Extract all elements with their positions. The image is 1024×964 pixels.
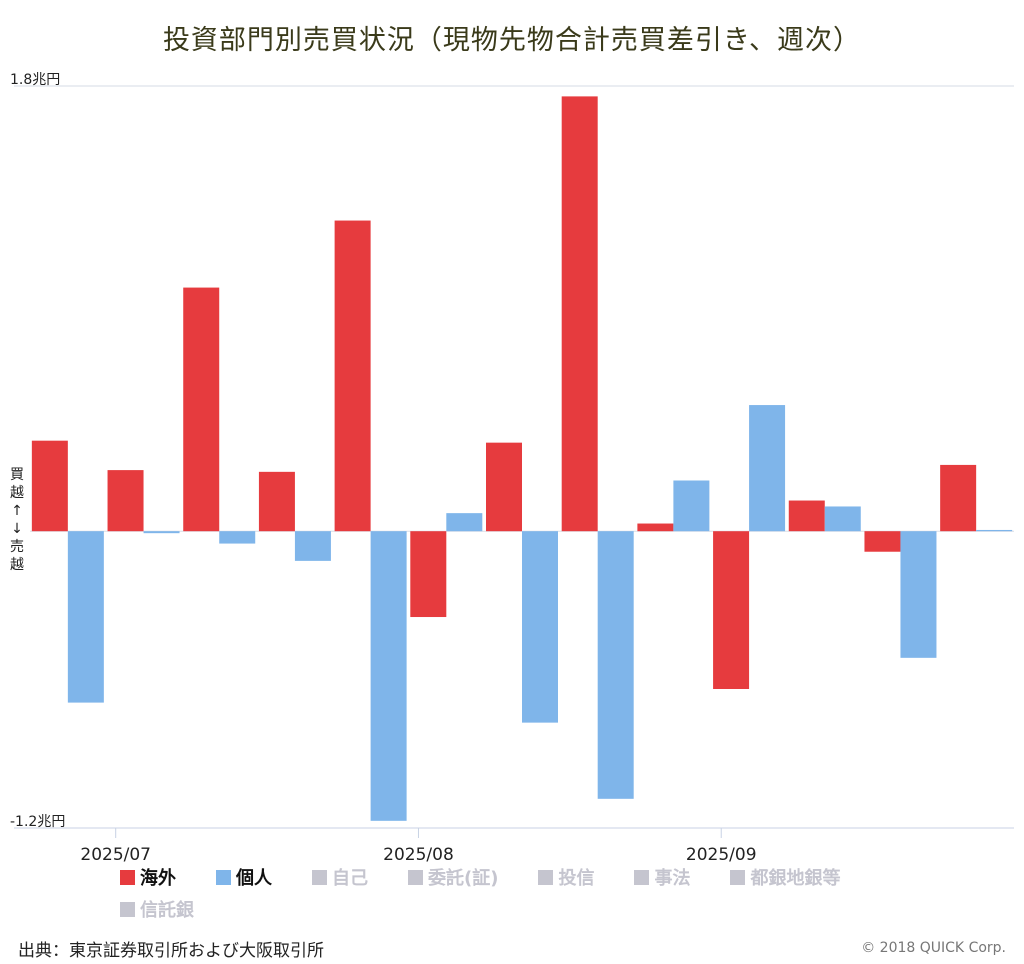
bar-overseas (410, 531, 447, 618)
y-axis-label: 買越 ↑ ↓ 売越 (6, 466, 28, 574)
legend: 海外 個人 自己 委託(証) 投信 事法 都銀地銀等信託銀 (120, 866, 980, 921)
x-tick-label: 2025/09 (686, 845, 757, 865)
legend-label: 自己 (332, 868, 368, 889)
y-tick-label: 1.8兆円 (10, 72, 60, 88)
legend-label: 投信 (558, 868, 595, 889)
bar-overseas (864, 531, 901, 552)
bar-individual (370, 531, 407, 821)
bar-overseas (486, 442, 522, 532)
legend-item[interactable]: 事法 (634, 866, 691, 889)
bar-individual (143, 531, 180, 534)
bar-individual (976, 529, 1013, 532)
y-axis-label-char: 買 (10, 467, 24, 483)
y-axis-label-char: 売 (10, 539, 24, 555)
legend-swatch (538, 869, 554, 885)
bar-individual (900, 531, 937, 658)
legend-item[interactable]: 信託銀 (120, 898, 194, 921)
legend-swatch (730, 869, 746, 885)
bar-individual (597, 531, 634, 799)
bar-individual (219, 531, 256, 544)
bar-individual (67, 531, 104, 703)
legend-label: 信託銀 (140, 900, 194, 921)
bar-individual (749, 405, 786, 532)
bar-overseas (258, 471, 295, 532)
legend-swatch (120, 901, 135, 917)
bar-overseas (561, 96, 598, 532)
y-axis-label-char: ↓ (11, 521, 23, 537)
legend-label: 事法 (654, 868, 691, 889)
legend-label: 海外 (140, 868, 176, 889)
legend-swatch (408, 869, 423, 885)
bar-overseas (334, 220, 371, 532)
bar-individual (446, 513, 483, 532)
bar-overseas (31, 440, 68, 532)
y-tick-label: -1.2兆円 (10, 814, 65, 830)
legend-swatch (120, 869, 135, 885)
chart-title: 投資部門別売買状況（現物先物合計売買差引き、週次） (162, 25, 862, 56)
bar-individual (522, 531, 558, 723)
legend-swatch (216, 869, 231, 885)
bar-overseas (637, 523, 674, 532)
legend-swatch (634, 869, 650, 885)
bar-individual (294, 531, 331, 561)
legend-label: 委託(証) (428, 868, 499, 889)
legend-item[interactable]: 海外 (120, 866, 176, 889)
x-tick-label: 2025/08 (383, 845, 454, 865)
y-axis-label-char: ↑ (11, 503, 23, 519)
y-axis-label-char: 越 (10, 485, 24, 501)
legend-item[interactable]: 投信 (538, 866, 595, 889)
legend-item[interactable]: 委託(証) (408, 866, 499, 889)
x-tick-label: 2025/07 (80, 845, 151, 865)
y-axis-label-char: 越 (10, 557, 24, 573)
bar-overseas (713, 531, 750, 689)
bar-overseas (940, 464, 977, 532)
bar-individual (824, 506, 861, 532)
copyright: © 2018 QUICK Corp. (861, 940, 1006, 956)
legend-item[interactable]: 個人 (216, 866, 272, 889)
bar-overseas (183, 287, 220, 532)
legend-item[interactable]: 自己 (312, 866, 368, 889)
bar-overseas (107, 470, 144, 532)
legend-item[interactable]: 都銀地銀等 (730, 866, 841, 889)
legend-label: 都銀地銀等 (750, 868, 841, 889)
bar-overseas (788, 500, 825, 532)
source-note: 出典：東京証券取引所および大阪取引所 (18, 941, 324, 961)
legend-label: 個人 (236, 868, 272, 889)
legend-swatch (312, 869, 327, 885)
bar-individual (673, 480, 710, 532)
